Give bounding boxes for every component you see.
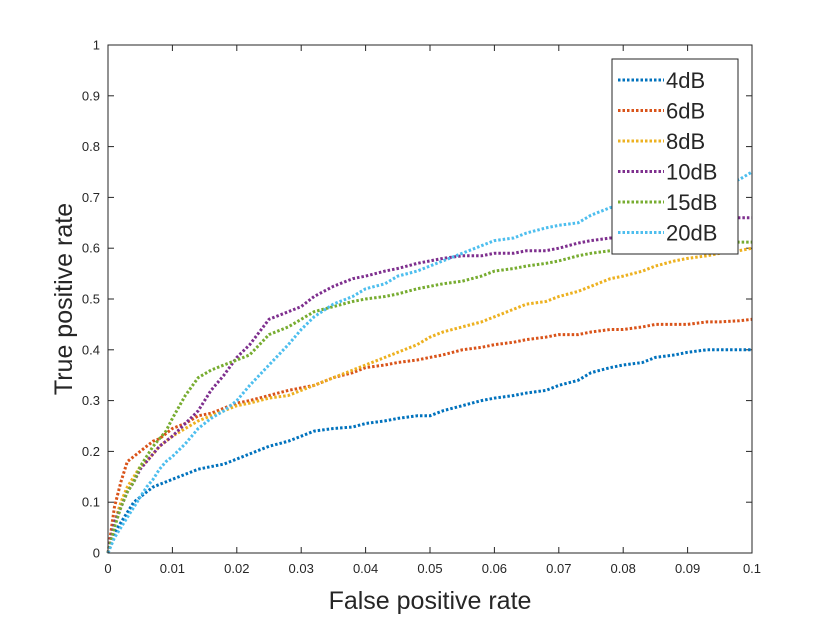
x-tick-label: 0.07 — [546, 561, 571, 576]
y-tick-label: 0.9 — [82, 88, 100, 103]
x-tick-label: 0.1 — [743, 561, 761, 576]
y-tick-label: 0.1 — [82, 495, 100, 510]
legend-box — [611, 58, 739, 255]
y-tick-label: 0.7 — [82, 190, 100, 205]
y-axis-label: True positive rate — [50, 203, 78, 395]
y-tick-label: 0.4 — [82, 342, 100, 357]
axes-box — [107, 44, 753, 554]
x-tick-label: 0.04 — [353, 561, 378, 576]
x-tick-label: 0.01 — [160, 561, 185, 576]
series-line-6dB — [106, 317, 753, 554]
x-tick-label: 0.02 — [224, 561, 249, 576]
y-tick-label: 0.2 — [82, 444, 100, 459]
series-line-4dB — [106, 348, 752, 554]
y-tick-label: 1 — [93, 38, 100, 53]
legend-label-10dB: 10dB — [666, 160, 717, 185]
x-tick-label: 0.05 — [417, 561, 442, 576]
y-tick-label: 0.6 — [82, 241, 100, 256]
legend: 4dB 6dB 8dB 10dB 15dB 20dB — [611, 58, 739, 255]
series-line-8dB — [106, 246, 753, 554]
y-tick-label: 0.8 — [82, 139, 100, 154]
x-axis-label: False positive rate — [329, 587, 532, 615]
x-tick-label: 0 — [104, 561, 111, 576]
legend-label-4dB: 4dB — [666, 68, 705, 93]
y-axis-ticks: 0 0.1 0.2 0.3 0.4 0.5 0.6 0.7 0.8 0.9 1 — [82, 38, 752, 561]
y-tick-label: 0 — [93, 546, 100, 561]
legend-label-8dB: 8dB — [666, 129, 705, 154]
x-axis-ticks: 0 0.01 0.02 0.03 0.04 0.05 0.06 0.07 0.08 0.09 0.1 — [104, 45, 761, 576]
legend-label-20dB: 20dB — [666, 221, 717, 246]
legend-label-15dB: 15dB — [666, 190, 717, 215]
x-tick-label: 0.06 — [482, 561, 507, 576]
x-tick-label: 0.03 — [289, 561, 314, 576]
x-tick-label: 0.08 — [611, 561, 636, 576]
legend-label-6dB: 6dB — [666, 99, 705, 124]
series-line-10dB — [106, 216, 752, 554]
series-line-20dB — [106, 170, 753, 554]
y-tick-label: 0.5 — [82, 292, 100, 307]
y-tick-label: 0.3 — [82, 393, 100, 408]
x-tick-label: 0.09 — [675, 561, 700, 576]
